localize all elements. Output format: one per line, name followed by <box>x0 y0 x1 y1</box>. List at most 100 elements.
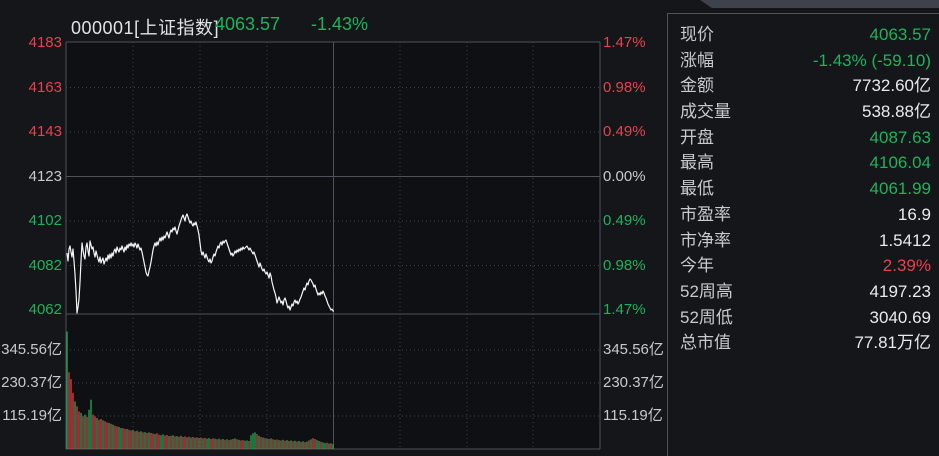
percent-axis-label: 0.00% <box>603 167 646 185</box>
volume-bar <box>192 436 194 449</box>
volume-bar <box>98 419 100 449</box>
window-chrome-corner <box>700 0 939 8</box>
stats-rows: 现价 4063.57 涨幅 -1.43% (-59.10) 金额 7732.60亿成交量 5… <box>668 22 939 356</box>
volume-bar <box>212 438 214 449</box>
stat-row-现价: 现价 4063.57 <box>668 22 939 48</box>
volume-bar <box>86 416 88 449</box>
stat-label: 金额 <box>680 76 714 96</box>
volume-bar <box>176 436 178 449</box>
volume-bar <box>188 436 190 449</box>
volume-bar <box>290 440 292 449</box>
volume-bar <box>276 439 278 449</box>
volume-bar <box>184 436 186 449</box>
volume-bar <box>258 435 260 449</box>
volume-bar <box>116 426 118 449</box>
volume-bar <box>132 429 134 449</box>
stat-row-市盈率: 市盈率 16.9 <box>668 202 939 228</box>
volume-bar <box>284 440 286 449</box>
volume-bar <box>88 409 90 449</box>
change-percent: -1.43% <box>311 14 369 34</box>
volume-bar <box>186 437 188 449</box>
volume-bar <box>244 440 246 449</box>
stat-label: 52周高 <box>680 281 733 301</box>
volume-bar <box>256 434 258 449</box>
volume-bar <box>330 443 332 449</box>
volume-bar <box>68 372 70 449</box>
volume-bar <box>220 439 222 449</box>
current-price: 4063.57 <box>215 14 281 34</box>
volume-bar <box>250 435 252 449</box>
volume-bar <box>102 420 104 449</box>
stat-value: -1.43% (-59.10) <box>812 50 931 70</box>
volume-bar <box>252 433 254 449</box>
volume-axis-label: 115.19亿 <box>2 407 62 424</box>
volume-bar <box>180 435 182 449</box>
volume-bar <box>230 439 232 449</box>
volume-bar <box>110 423 112 449</box>
volume-bar <box>264 438 266 449</box>
volume-bar <box>268 438 270 449</box>
volume-bar <box>154 434 156 449</box>
stat-label: 成交量 <box>680 102 731 122</box>
volume-bar <box>240 440 242 449</box>
volume-bar <box>242 440 244 449</box>
percent-axis-label: 1.47% <box>603 34 646 51</box>
volume-bar <box>170 435 172 449</box>
volume-axis-label: 115.19亿 <box>603 407 663 424</box>
stat-label: 涨幅 <box>680 50 714 70</box>
intraday-chart[interactable] <box>0 0 666 456</box>
volume-bar <box>100 418 102 449</box>
volume-bar <box>228 440 230 449</box>
volume-bar <box>78 411 80 449</box>
volume-bar <box>328 443 330 449</box>
volume-bar <box>266 438 268 449</box>
stats-panel: 现价 4063.57 涨幅 -1.43% (-59.10) 金额 7732.60亿成交量 5… <box>667 13 939 456</box>
volume-bar <box>96 418 98 449</box>
volume-bar <box>236 439 238 449</box>
volume-bar <box>286 440 288 449</box>
volume-bar <box>134 431 136 449</box>
stat-label: 市盈率 <box>680 204 731 224</box>
percent-axis-label: 0.98% <box>603 256 646 274</box>
volume-bar <box>254 432 256 449</box>
volume-bar <box>138 431 140 449</box>
volume-bar <box>222 438 224 449</box>
volume-bar <box>76 406 78 449</box>
volume-bar <box>232 438 234 449</box>
price-axis-label: 4102 <box>28 212 62 229</box>
stat-label: 现价 <box>680 25 714 44</box>
volume-bar <box>194 437 196 449</box>
percent-axis-label: 0.98% <box>603 78 646 96</box>
volume-axis-label: 230.37亿 <box>1 374 62 391</box>
stat-label: 开盘 <box>680 127 714 147</box>
volume-bar <box>190 437 192 449</box>
volume-bar <box>126 428 128 449</box>
volume-bar <box>124 428 126 449</box>
volume-bar <box>332 444 334 449</box>
price-axis-label: 4183 <box>28 34 62 51</box>
stat-row-总市值: 总市值 77.81万亿 <box>668 330 939 356</box>
volume-bar <box>318 440 320 449</box>
volume-bar <box>144 432 146 449</box>
volume-bar <box>130 430 132 449</box>
price-axis-label: 4143 <box>28 123 62 140</box>
volume-axis-label: 345.56亿 <box>603 341 664 358</box>
volume-bar <box>114 425 116 449</box>
volume-bar <box>90 399 92 449</box>
volume-bar <box>196 437 198 449</box>
stat-row-金额: 金额 7732.60亿 <box>668 73 939 99</box>
price-line <box>66 213 334 314</box>
volume-bar <box>82 416 84 449</box>
volume-bar <box>202 438 204 449</box>
volume-bar <box>306 441 308 449</box>
chart-header: 000001[上证指数] 4063.57 -1.43% <box>0 10 666 38</box>
volume-bar <box>210 438 212 449</box>
percent-axis-label: 0.49% <box>603 123 646 140</box>
volume-axis-label: 230.37亿 <box>603 374 664 391</box>
volume-bar <box>270 438 272 449</box>
volume-bar <box>70 379 72 449</box>
volume-bar <box>206 438 208 449</box>
volume-bar <box>72 392 74 449</box>
stat-row-最高: 最高 4106.04 <box>668 150 939 176</box>
volume-bar <box>312 438 314 449</box>
